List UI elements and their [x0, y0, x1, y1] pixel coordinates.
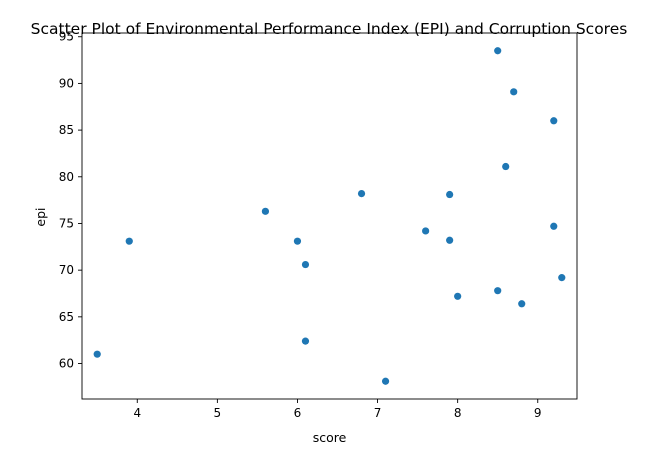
data-point	[422, 227, 430, 235]
x-axis-label: score	[313, 430, 347, 445]
y-tick-label: 65	[59, 310, 74, 324]
y-tick-label: 80	[59, 170, 74, 184]
x-tick-label: 7	[374, 406, 382, 420]
data-point	[494, 47, 502, 55]
y-tick-label: 90	[59, 76, 74, 90]
x-tick-label: 5	[214, 406, 222, 420]
data-point	[558, 274, 566, 282]
y-axis-label: epi	[33, 207, 48, 226]
data-point	[93, 350, 101, 358]
data-point	[301, 337, 310, 345]
y-tick-label: 85	[59, 123, 74, 137]
data-point	[293, 237, 302, 245]
data-point	[357, 189, 366, 198]
plot-frame	[81, 32, 578, 400]
data-point	[261, 207, 270, 215]
plot-area: 4 5 6 7 8 9 60 65 70 75 80 85 90 95	[59, 30, 578, 420]
chart-title: Scatter Plot of Environmental Performanc…	[31, 20, 628, 38]
data-point	[446, 236, 454, 244]
x-tick-label: 8	[454, 406, 462, 420]
y-tick-label: 95	[59, 30, 74, 44]
x-tick-label: 6	[294, 406, 302, 420]
data-point	[301, 260, 310, 269]
data-point	[446, 190, 454, 199]
data-point	[381, 377, 390, 385]
data-point	[494, 287, 502, 295]
x-tick-label: 9	[534, 406, 542, 420]
data-point	[502, 162, 510, 171]
x-tick-label: 4	[133, 406, 141, 420]
y-tick-label: 75	[59, 216, 74, 230]
data-point	[125, 237, 133, 245]
data-point	[454, 292, 462, 300]
data-point	[510, 88, 518, 96]
y-tick-label: 70	[59, 263, 74, 277]
data-point	[550, 117, 558, 125]
data-point	[518, 300, 526, 308]
data-point	[550, 222, 558, 230]
y-tick-label: 60	[59, 357, 74, 371]
